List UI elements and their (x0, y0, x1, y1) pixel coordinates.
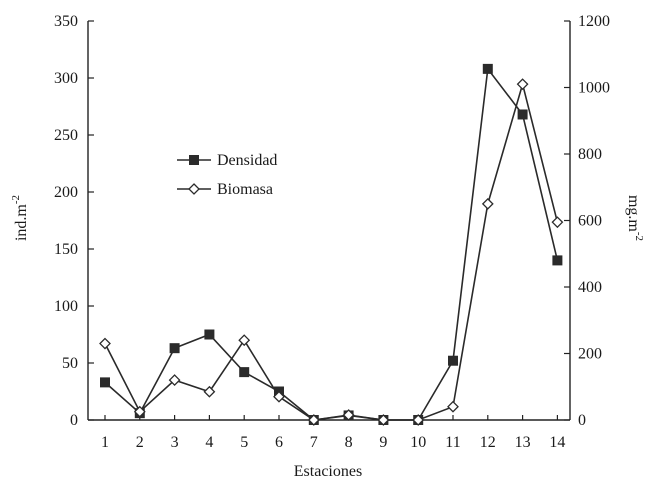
y-tick-label: 300 (54, 70, 78, 87)
densidad-line (104, 66, 559, 421)
y-tick-label: 250 (54, 127, 78, 144)
x-tick-label: 6 (275, 434, 283, 451)
biomasa-point (481, 197, 494, 210)
densidad-point (204, 329, 215, 340)
densidad-point (239, 367, 250, 378)
biomasa-point (99, 337, 111, 350)
chart-series (99, 63, 564, 426)
y-tick-label: 150 (54, 241, 78, 258)
y-axis-label: ind.m-2 (10, 195, 30, 241)
x-tick-label: 13 (515, 434, 531, 451)
biomasa-line (104, 81, 559, 421)
y-tick-label: 50 (62, 355, 78, 372)
y2-tick-label: 200 (578, 346, 602, 363)
legend-densidad-label: Densidad (217, 152, 277, 169)
biomasa-point (203, 385, 216, 398)
x-tick-label: 5 (240, 434, 248, 451)
biomasa-point (551, 216, 564, 229)
y-tick-label: 350 (54, 13, 78, 30)
y-tick-label: 0 (70, 412, 78, 429)
biomasa-point (238, 334, 251, 347)
x-tick-label: 8 (345, 434, 353, 451)
x-tick-label: 14 (549, 434, 565, 451)
y2-tick-label: 400 (578, 279, 602, 296)
biomasa-point (412, 414, 425, 426)
legend-biomasa-label: Biomasa (217, 181, 273, 198)
densidad-point (448, 355, 458, 366)
biomasa-point (307, 414, 320, 426)
y2-tick-label: 600 (578, 213, 602, 230)
x-tick-label: 11 (445, 434, 460, 451)
y-axis-label-exponent: -2 (10, 195, 22, 204)
densidad-point (482, 63, 493, 74)
densidad-point (517, 109, 528, 120)
y2-axis-label: mg.m-2 (625, 195, 645, 241)
y-tick-label: 100 (54, 298, 78, 315)
densidad-point (100, 377, 110, 388)
biomasa-point (447, 400, 459, 413)
y2-tick-label: 1000 (578, 80, 610, 97)
x-tick-label: 3 (171, 434, 179, 451)
biomasa-point (342, 409, 355, 421)
x-tick-label: 12 (480, 434, 496, 451)
y2-tick-label: 0 (578, 412, 586, 429)
biomasa-point (168, 374, 181, 387)
x-tick-label: 7 (310, 434, 318, 451)
y2-tick-label: 1200 (578, 13, 610, 30)
biomasa-point (377, 414, 390, 426)
y2-axis-label-base: mg.m (625, 195, 642, 232)
x-axis-label: Estaciones (294, 463, 362, 480)
y-tick-label: 200 (54, 184, 78, 201)
x-tick-label: 2 (136, 434, 144, 451)
y2-tick-label: 800 (578, 146, 602, 163)
x-tick-label: 9 (379, 434, 387, 451)
densidad-point (169, 343, 180, 354)
legend-densidad-marker (189, 155, 199, 165)
legend-biomasa-marker (188, 183, 200, 195)
chart-legend: Densidad Biomasa (177, 152, 277, 198)
y2-axis-label-exponent: -2 (633, 232, 645, 241)
x-tick-label: 1 (101, 434, 109, 451)
biomasa-point (133, 405, 146, 418)
y-axis-label-base: ind.m (13, 204, 30, 241)
biomasa-point (516, 78, 529, 91)
chart-ticks: 0501001502002503003500200400600800100012… (54, 13, 610, 451)
biomasa-point (273, 390, 285, 403)
x-tick-label: 4 (205, 434, 213, 451)
densidad-point (552, 255, 563, 266)
x-tick-label: 10 (410, 434, 426, 451)
